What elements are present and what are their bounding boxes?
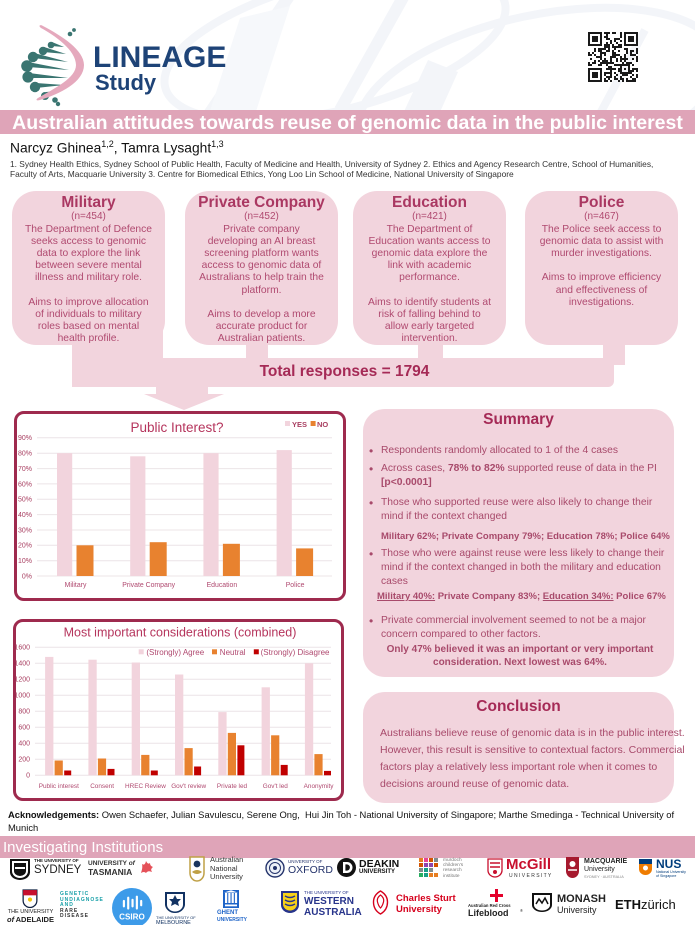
svg-text:1000: 1000 [14,693,30,700]
svg-text:(Strongly) Disagree: (Strongly) Disagree [261,648,330,657]
svg-text:30%: 30% [18,527,32,534]
svg-text:50%: 50% [18,497,32,504]
svg-text:60%: 60% [18,481,32,488]
svg-text:Gov't review: Gov't review [171,783,206,790]
svg-text:Most important considerations: Most important considerations (combined) [64,626,297,640]
svg-text:0: 0 [26,773,30,780]
svg-text:70%: 70% [18,466,32,473]
svg-text:Education: Education [207,582,238,589]
svg-text:1200: 1200 [14,677,30,684]
svg-text:Neutral: Neutral [220,648,246,657]
svg-text:Public Interest?: Public Interest? [130,420,223,435]
svg-text:Anonymity: Anonymity [304,783,335,790]
svg-text:CSIRO: CSIRO [119,912,145,921]
svg-text:1400: 1400 [14,661,30,668]
svg-text:NO: NO [317,420,328,429]
svg-text:Consent: Consent [90,783,114,790]
svg-text:200: 200 [18,757,30,764]
svg-text:Police: Police [286,582,305,589]
svg-text:1600: 1600 [14,645,30,652]
svg-text:Military: Military [65,582,87,589]
svg-text:Gov't led: Gov't led [263,783,288,790]
svg-text:(Strongly) Agree: (Strongly) Agree [146,648,204,657]
svg-text:YES: YES [292,420,307,429]
svg-text:HREC Review: HREC Review [125,783,166,790]
svg-text:800: 800 [18,709,30,716]
svg-text:0%: 0% [22,573,32,580]
svg-text:90%: 90% [18,435,32,442]
svg-text:Private Company: Private Company [122,582,175,589]
svg-text:Private led: Private led [217,783,248,790]
svg-text:80%: 80% [18,451,32,458]
svg-text:Public interest: Public interest [39,783,79,790]
svg-text:20%: 20% [18,543,32,550]
svg-text:10%: 10% [18,558,32,565]
svg-text:600: 600 [18,725,30,732]
svg-text:40%: 40% [18,512,32,519]
svg-text:400: 400 [18,741,30,748]
